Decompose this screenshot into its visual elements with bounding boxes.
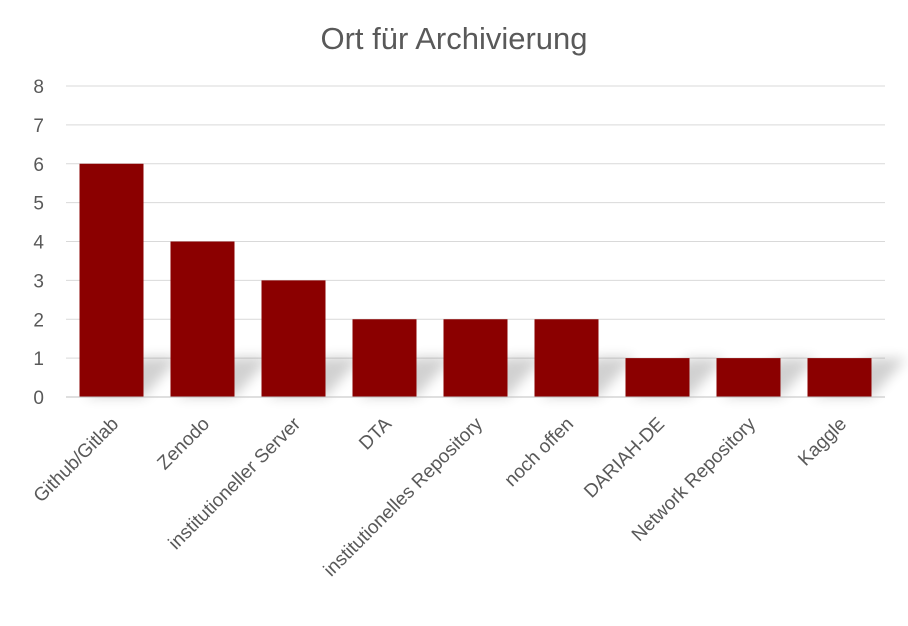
bar-institutionelles-repository xyxy=(443,319,508,397)
x-tick-label: Github/Gitlab xyxy=(30,414,123,507)
x-tick-label: Zenodo xyxy=(154,414,214,474)
y-tick-label: 7 xyxy=(33,116,44,137)
y-tick-label: 3 xyxy=(33,271,44,292)
y-tick-label: 8 xyxy=(33,77,44,98)
y-tick-label: 4 xyxy=(33,233,44,254)
y-tick-label: 1 xyxy=(33,349,44,370)
x-tick-label: noch offen xyxy=(501,414,578,491)
chart-title: Ort für Archivierung xyxy=(320,21,587,56)
x-tick-label: DARIAH-DE xyxy=(580,414,669,503)
bar-github-gitlab xyxy=(79,163,144,397)
y-axis-ticks: 0 1 2 3 4 5 6 7 8 xyxy=(33,77,44,409)
bars xyxy=(79,163,872,397)
x-tick-label: Kaggle xyxy=(794,414,851,471)
bar-dta xyxy=(352,319,417,397)
bar-network-repository xyxy=(716,358,781,397)
bar-noch-offen xyxy=(534,319,599,397)
y-tick-label: 2 xyxy=(33,310,44,331)
y-tick-label: 0 xyxy=(33,388,44,409)
bar-kaggle xyxy=(807,358,872,397)
y-tick-label: 6 xyxy=(33,155,44,176)
bar-institutioneller-server xyxy=(261,280,326,397)
x-tick-label: DTA xyxy=(355,413,396,454)
y-tick-label: 5 xyxy=(33,194,44,215)
bar-dariah-de xyxy=(625,358,690,397)
x-tick-label: institutionelles Repository xyxy=(320,413,488,581)
bar-zenodo xyxy=(170,241,235,397)
